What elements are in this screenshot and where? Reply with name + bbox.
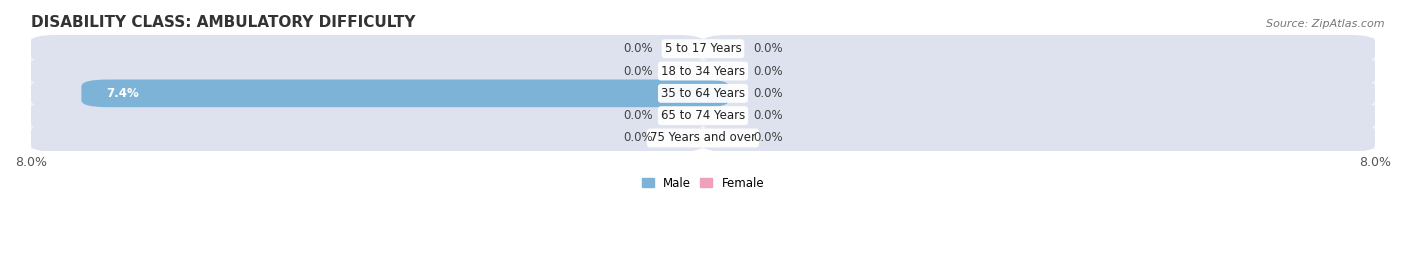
Bar <box>31 60 1375 82</box>
Text: 0.0%: 0.0% <box>754 132 783 144</box>
Legend: Male, Female: Male, Female <box>637 172 769 194</box>
FancyBboxPatch shape <box>31 80 703 107</box>
FancyBboxPatch shape <box>703 57 1375 85</box>
Bar <box>31 82 1375 105</box>
Bar <box>31 127 1375 149</box>
FancyBboxPatch shape <box>31 57 703 85</box>
Text: 7.4%: 7.4% <box>107 87 139 100</box>
FancyBboxPatch shape <box>82 80 730 107</box>
Text: DISABILITY CLASS: AMBULATORY DIFFICULTY: DISABILITY CLASS: AMBULATORY DIFFICULTY <box>31 15 416 30</box>
FancyBboxPatch shape <box>703 35 1375 63</box>
Bar <box>31 38 1375 60</box>
FancyBboxPatch shape <box>703 124 1375 152</box>
Text: 0.0%: 0.0% <box>623 65 652 77</box>
FancyBboxPatch shape <box>31 124 703 152</box>
Text: 0.0%: 0.0% <box>754 65 783 77</box>
FancyBboxPatch shape <box>703 102 1375 129</box>
FancyBboxPatch shape <box>31 102 703 129</box>
Text: Source: ZipAtlas.com: Source: ZipAtlas.com <box>1267 19 1385 29</box>
Text: 35 to 64 Years: 35 to 64 Years <box>661 87 745 100</box>
Text: 0.0%: 0.0% <box>623 109 652 122</box>
Text: 18 to 34 Years: 18 to 34 Years <box>661 65 745 77</box>
Text: 0.0%: 0.0% <box>623 132 652 144</box>
Text: 0.0%: 0.0% <box>623 42 652 55</box>
FancyBboxPatch shape <box>703 80 1375 107</box>
Text: 75 Years and over: 75 Years and over <box>650 132 756 144</box>
Text: 0.0%: 0.0% <box>754 42 783 55</box>
FancyBboxPatch shape <box>31 35 703 63</box>
Bar <box>31 105 1375 127</box>
Text: 5 to 17 Years: 5 to 17 Years <box>665 42 741 55</box>
Text: 0.0%: 0.0% <box>754 109 783 122</box>
Text: 0.0%: 0.0% <box>754 87 783 100</box>
Text: 65 to 74 Years: 65 to 74 Years <box>661 109 745 122</box>
